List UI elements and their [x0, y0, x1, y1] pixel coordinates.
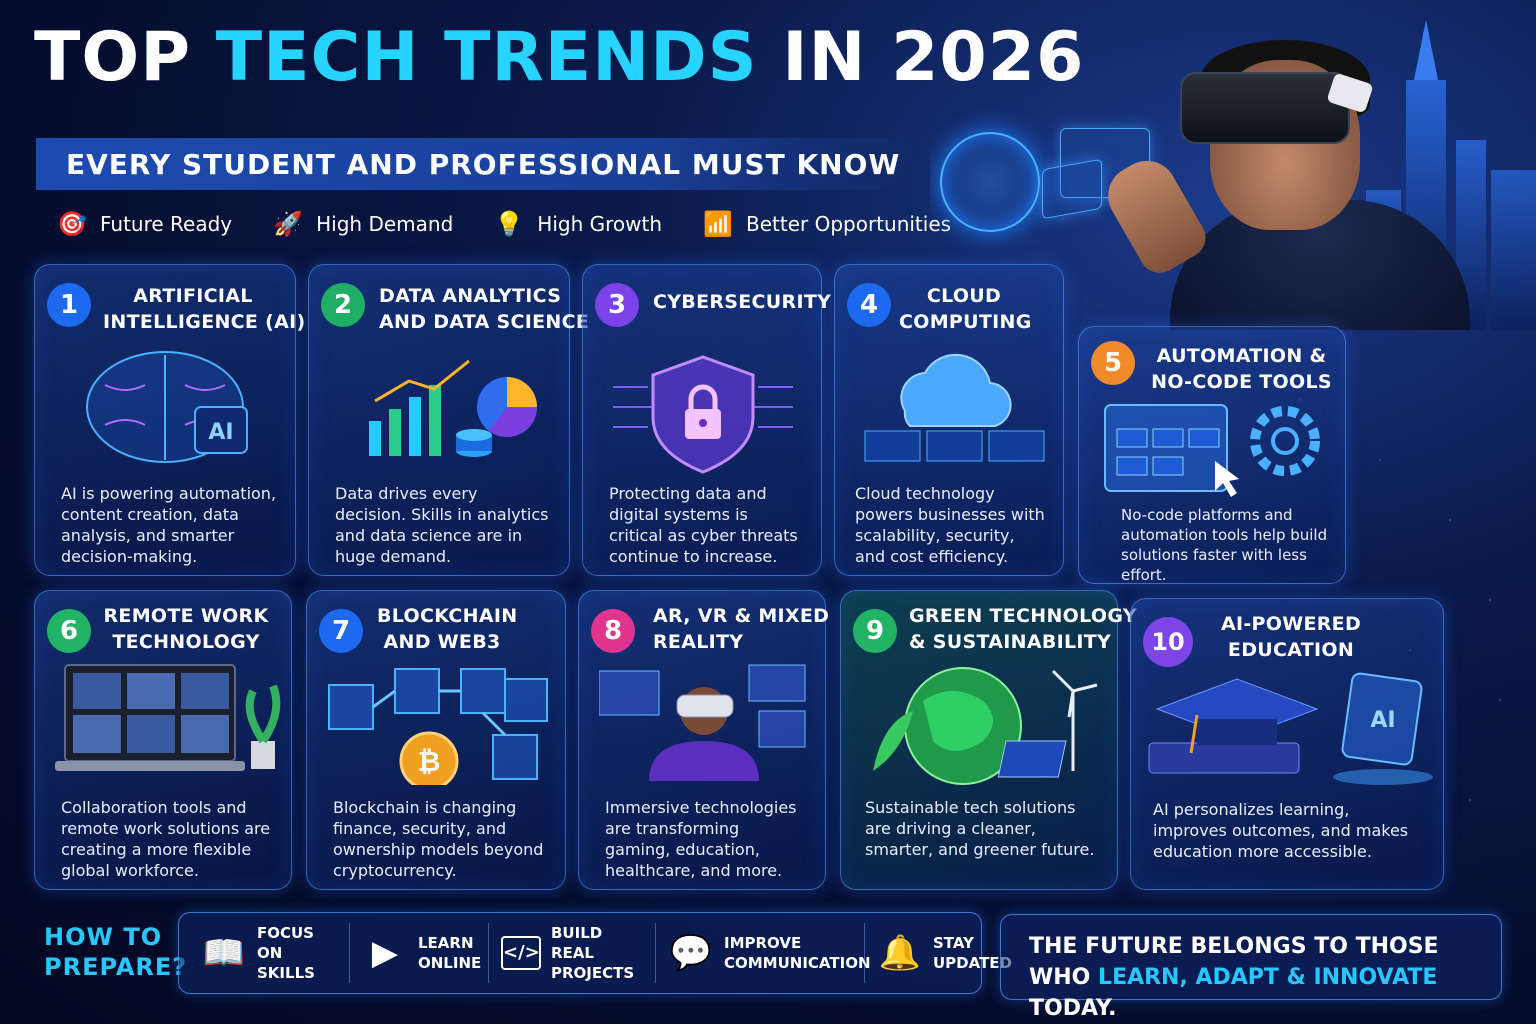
hologram-globe-illustration — [940, 132, 1040, 232]
preparation-steps: 📖 FOCUS ON SKILLS ▶ LEARN ONLINE </> BUILD… — [178, 912, 1012, 994]
prep-step-label: LEARN ONLINE — [418, 934, 482, 972]
trend-card-5: 5 AUTOMATION & NO-CODE TOOLS No-code plat… — [1078, 326, 1346, 584]
video-conference-laptop-icon — [55, 664, 281, 771]
trend-number-badge: 1 — [47, 283, 91, 327]
trend-title: AI-POWERED EDUCATION — [1220, 613, 1362, 661]
trend-card-2: 2 DATA ANALYTICS AND DATA SCIENCE Data dr… — [308, 264, 590, 576]
trend-card-8: 8 AR, VR & MIXED REALITY Immersive techno… — [578, 590, 830, 890]
future-tagline-box: THE FUTURE BELONGS TO THOSE WHO LEARN, A… — [1000, 914, 1502, 1021]
trend-description: Protecting data and digital systems is c… — [609, 484, 798, 566]
page-title: TOP TECH TRENDS IN 2026 — [34, 24, 1084, 92]
trend-number-badge: 3 — [595, 283, 639, 327]
trend-number-badge: 4 — [847, 283, 891, 327]
trend-description: Data drives every decision. Skills in an… — [335, 484, 549, 566]
trend-card-10: 10 AI-POWERED EDUCATION AI AI personalize… — [1130, 598, 1444, 890]
chip-high-growth: 💡 High Growth — [493, 208, 662, 240]
bell-icon: 🔔 — [878, 933, 922, 973]
prep-step-learn-online: ▶ LEARN ONLINE — [350, 923, 489, 983]
trend-title: REMOTE WORK TECHNOLOGY — [103, 605, 269, 653]
nocode-dashboard-gear-icon — [1104, 404, 1320, 497]
chip-high-demand: 🚀 High Demand — [272, 208, 453, 240]
chip-label: High Growth — [537, 212, 662, 236]
trend-number-badge: 9 — [853, 609, 897, 653]
cloud-server-icon — [864, 353, 1045, 462]
trend-description: Immersive technologies are transforming … — [605, 798, 797, 880]
green-earth-wind-solar-icon — [873, 667, 1098, 785]
prep-step-label: FOCUS ON SKILLS — [257, 924, 315, 982]
trend-description: AI personalizes learning, improves outco… — [1153, 800, 1409, 861]
analytics-chart-icon — [369, 359, 537, 457]
chip-label: Better Opportunities — [746, 212, 952, 236]
growth-chart-icon: 📶 — [703, 210, 733, 238]
prep-step-label: STAY UPDATED — [933, 934, 1012, 972]
prep-step-focus-skills: 📖 FOCUS ON SKILLS — [189, 923, 350, 983]
trend-description: AI is powering automation, content creat… — [61, 484, 277, 566]
lightbulb-icon: 💡 — [494, 210, 525, 238]
ai-brain-icon: AI — [86, 351, 248, 463]
hologram-panel — [1042, 158, 1102, 220]
trend-title: CLOUD COMPUTING — [899, 285, 1032, 333]
blockchain-bitcoin-icon: ₿ — [328, 668, 548, 785]
chip-better-opportunities: 📶 Better Opportunities — [702, 208, 951, 240]
trend-number-badge: 10 — [1143, 617, 1193, 667]
trend-number-badge: 2 — [321, 283, 365, 327]
subtitle-banner: EVERY STUDENT AND PROFESSIONAL MUST KNOW — [36, 138, 916, 190]
vr-headset-illustration — [1180, 72, 1350, 144]
prep-step-stay-updated: 🔔 STAY UPDATED — [865, 923, 1017, 983]
prep-step-build-projects: </> BUILD REAL PROJECTS — [489, 923, 656, 983]
trend-description: Cloud technology powers businesses with … — [855, 484, 1045, 566]
tagline-line-2: WHO LEARN, ADAPT & INNOVATE TODAY. — [1029, 965, 1438, 1021]
rocket-icon: 🚀 — [273, 210, 304, 238]
tagline-line-1: THE FUTURE BELONGS TO THOSE — [1029, 934, 1439, 959]
trend-description: No-code platforms and automation tools h… — [1121, 506, 1328, 584]
svg-text:₿: ₿ — [418, 745, 441, 778]
title-part-highlight: TECH TRENDS — [215, 18, 758, 97]
benefit-chips: 🎯 Future Ready 🚀 High Demand 💡 High Grow… — [56, 208, 951, 240]
trend-title: CYBERSECURITY — [653, 291, 832, 313]
trend-number-badge: 8 — [591, 609, 635, 653]
trend-card-9: 9 GREEN TECHNOLOGY & SUSTAINABILITY Susta… — [840, 590, 1137, 890]
trend-description: Blockchain is changing finance, security… — [333, 798, 544, 880]
target-icon: 🎯 — [57, 210, 87, 238]
trend-title: ARTIFICIAL INTELLIGENCE (AI) — [103, 285, 306, 333]
subtitle-text: EVERY STUDENT AND PROFESSIONAL MUST KNOW — [66, 147, 901, 181]
trend-title: GREEN TECHNOLOGY & SUSTAINABILITY — [909, 605, 1137, 653]
trend-description: Collaboration tools and remote work solu… — [61, 798, 271, 880]
trend-title: DATA ANALYTICS AND DATA SCIENCE — [379, 285, 590, 333]
trend-card-1: 1 ARTIFICIAL INTELLIGENCE (AI) AI AI is p… — [34, 264, 306, 576]
ai-tablet-label: AI — [1370, 708, 1395, 733]
video-play-icon: ▶ — [371, 933, 399, 973]
hero-vr-illustration — [930, 0, 1536, 330]
title-part-top: TOP — [34, 18, 216, 97]
prep-step-improve-communication: 💬 IMPROVE COMMUNICATION — [656, 923, 871, 983]
code-window-icon: </> — [501, 936, 541, 970]
ai-chip-label: AI — [208, 420, 233, 445]
ai-education-graduation-icon: AI — [1148, 672, 1433, 785]
how-to-prepare-heading: HOW TO PREPARE? — [44, 923, 188, 981]
chat-person-icon: 💬 — [669, 933, 713, 973]
book-icon: 📖 — [202, 933, 246, 973]
prep-step-label: BUILD REAL PROJECTS — [551, 924, 635, 982]
trend-number-badge: 6 — [47, 609, 91, 653]
chip-future-ready: 🎯 Future Ready — [56, 208, 232, 240]
vr-user-illustration — [599, 664, 806, 781]
trend-card-6: 6 REMOTE WORK TECHNOLOGY Collaboration to… — [34, 590, 292, 890]
trend-card-3: 3 CYBERSECURITY Protecting data and digi… — [582, 264, 832, 576]
security-shield-lock-icon — [613, 355, 793, 474]
title-part-year: IN 2026 — [757, 18, 1085, 97]
trend-title: BLOCKCHAIN AND WEB3 — [377, 605, 518, 653]
trend-number-badge: 5 — [1091, 341, 1135, 385]
trend-description: Sustainable tech solutions are driving a… — [865, 798, 1095, 859]
trend-number-badge: 7 — [319, 609, 363, 653]
chip-label: Future Ready — [100, 212, 233, 236]
trend-card-7: 7 BLOCKCHAIN AND WEB3 ₿ Blockchain is cha… — [306, 590, 566, 890]
trend-title: AR, VR & MIXED REALITY — [653, 605, 830, 653]
trend-card-4: 4 CLOUD COMPUTING Cloud technology powers… — [834, 264, 1064, 576]
prep-step-label: IMPROVE COMMUNICATION — [724, 934, 871, 972]
chip-label: High Demand — [316, 212, 454, 236]
trend-title: AUTOMATION & NO-CODE TOOLS — [1151, 345, 1332, 393]
